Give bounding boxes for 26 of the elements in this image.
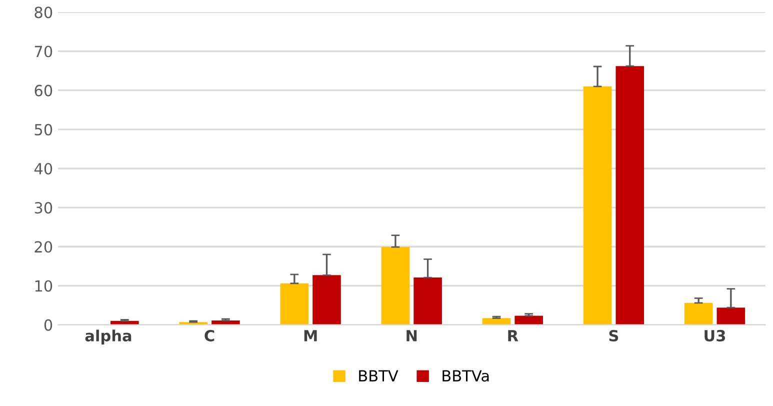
x-tick-label: S xyxy=(609,330,618,342)
y-tick-label: 70 xyxy=(34,46,52,58)
y-tick-label: 10 xyxy=(35,280,52,292)
bar xyxy=(280,283,309,325)
bar xyxy=(414,278,442,325)
y-tick-label: 80 xyxy=(34,6,52,18)
bar xyxy=(381,247,410,325)
y-tick-label: 50 xyxy=(34,124,52,136)
bar xyxy=(312,275,341,325)
y-tick-label: 0 xyxy=(44,319,52,331)
bar xyxy=(716,308,746,325)
x-tick-label: N xyxy=(406,330,417,342)
legend-label: BBTVa xyxy=(442,370,489,382)
y-tick-label: 20 xyxy=(34,241,52,253)
legend-label: BBTV xyxy=(359,370,398,382)
x-tick-label: R xyxy=(508,330,518,342)
x-tick-label: U3 xyxy=(704,330,726,342)
x-tick-label: C xyxy=(204,330,214,342)
bar xyxy=(684,302,713,325)
x-tick-label: M xyxy=(304,330,317,342)
x-tick-label: alpha xyxy=(85,330,132,344)
bar xyxy=(616,66,644,325)
y-tick-label: 40 xyxy=(34,162,52,175)
y-tick-label: 30 xyxy=(34,202,52,214)
bar xyxy=(583,86,612,325)
y-tick-label: 60 xyxy=(34,84,52,96)
